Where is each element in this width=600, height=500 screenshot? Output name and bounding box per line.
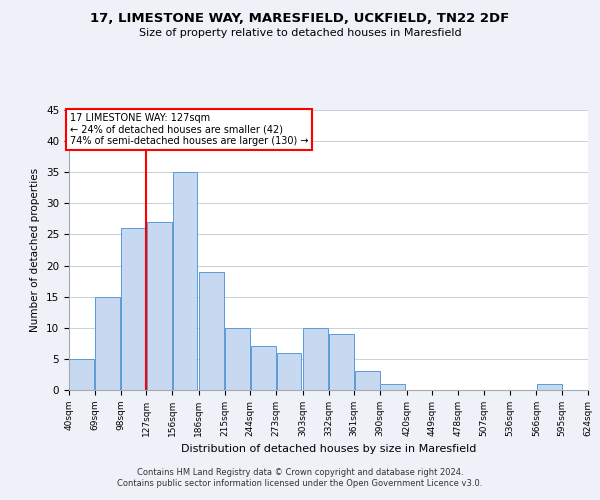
- Bar: [121, 228, 146, 390]
- Bar: [303, 328, 328, 390]
- Bar: [225, 328, 250, 390]
- Bar: [147, 222, 172, 390]
- Bar: [380, 384, 406, 390]
- Bar: [277, 352, 301, 390]
- Text: Contains HM Land Registry data © Crown copyright and database right 2024.
Contai: Contains HM Land Registry data © Crown c…: [118, 468, 482, 487]
- Bar: [537, 384, 562, 390]
- Text: 17, LIMESTONE WAY, MARESFIELD, UCKFIELD, TN22 2DF: 17, LIMESTONE WAY, MARESFIELD, UCKFIELD,…: [91, 12, 509, 26]
- Bar: [355, 372, 380, 390]
- Text: Size of property relative to detached houses in Maresfield: Size of property relative to detached ho…: [139, 28, 461, 38]
- Text: 17 LIMESTONE WAY: 127sqm
← 24% of detached houses are smaller (42)
74% of semi-d: 17 LIMESTONE WAY: 127sqm ← 24% of detach…: [70, 113, 308, 146]
- X-axis label: Distribution of detached houses by size in Maresfield: Distribution of detached houses by size …: [181, 444, 476, 454]
- Bar: [173, 172, 197, 390]
- Bar: [251, 346, 275, 390]
- Bar: [199, 272, 224, 390]
- Bar: [95, 296, 120, 390]
- Y-axis label: Number of detached properties: Number of detached properties: [31, 168, 40, 332]
- Bar: [70, 359, 94, 390]
- Bar: [329, 334, 354, 390]
